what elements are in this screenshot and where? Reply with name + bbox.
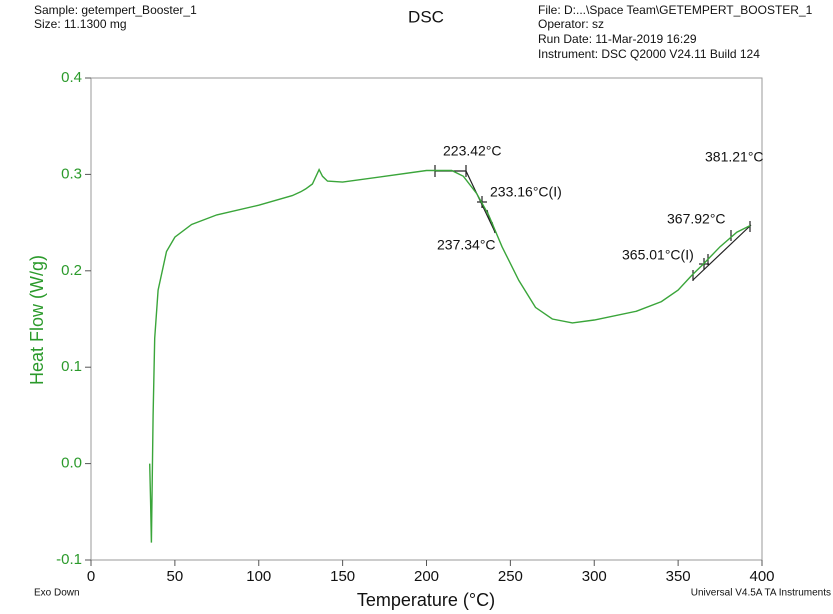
x-tick-label: 250	[498, 568, 523, 585]
annotation: 233.16°C(I)	[490, 184, 562, 200]
y-tick-label: 0.4	[61, 69, 82, 86]
x-tick-label: 350	[666, 568, 691, 585]
x-tick-label: 50	[167, 568, 184, 585]
y-tick-label: 0.1	[61, 358, 82, 375]
run-date: Run Date: 11-Mar-2019 16:29	[538, 32, 697, 46]
chart-title: DSC	[408, 7, 444, 26]
software: Universal V4.5A TA Instruments	[691, 588, 831, 599]
annotation: 223.42°C	[443, 143, 502, 159]
operator: Operator: sz	[538, 17, 604, 31]
y-tick-label: 0.0	[61, 455, 82, 472]
y-tick-label: 0.3	[61, 165, 82, 182]
file: File: D:...\Space Team\GETEMPERT_BOOSTER…	[538, 3, 813, 17]
x-axis-title: Temperature (°C)	[357, 590, 495, 610]
plot-frame	[90, 77, 763, 561]
annotation: 367.92°C	[667, 211, 726, 227]
y-tick-label: -0.1	[56, 551, 82, 568]
annotation: 381.21°C	[705, 149, 764, 165]
heat-flow-line	[149, 167, 751, 543]
annotation: 365.01°C(I)	[622, 247, 694, 263]
x-tick-label: 200	[414, 568, 439, 585]
x-tick-label: 300	[582, 568, 607, 585]
annotation: 237.34°C	[437, 237, 496, 253]
size: Size: 11.1300 mg	[34, 17, 127, 31]
exo-down: Exo Down	[34, 588, 80, 599]
x-tick-label: 0	[87, 568, 95, 585]
sample: Sample: getempert_Booster_1	[34, 3, 197, 17]
tangent	[692, 224, 752, 281]
x-tick-label: 100	[246, 568, 271, 585]
x-tick-label: 400	[749, 568, 774, 585]
y-axis-title: Heat Flow (W/g)	[27, 255, 47, 385]
y-tick-label: 0.2	[61, 262, 82, 279]
instrument: Instrument: DSC Q2000 V24.11 Build 124	[538, 47, 760, 61]
x-tick-label: 150	[330, 568, 355, 585]
